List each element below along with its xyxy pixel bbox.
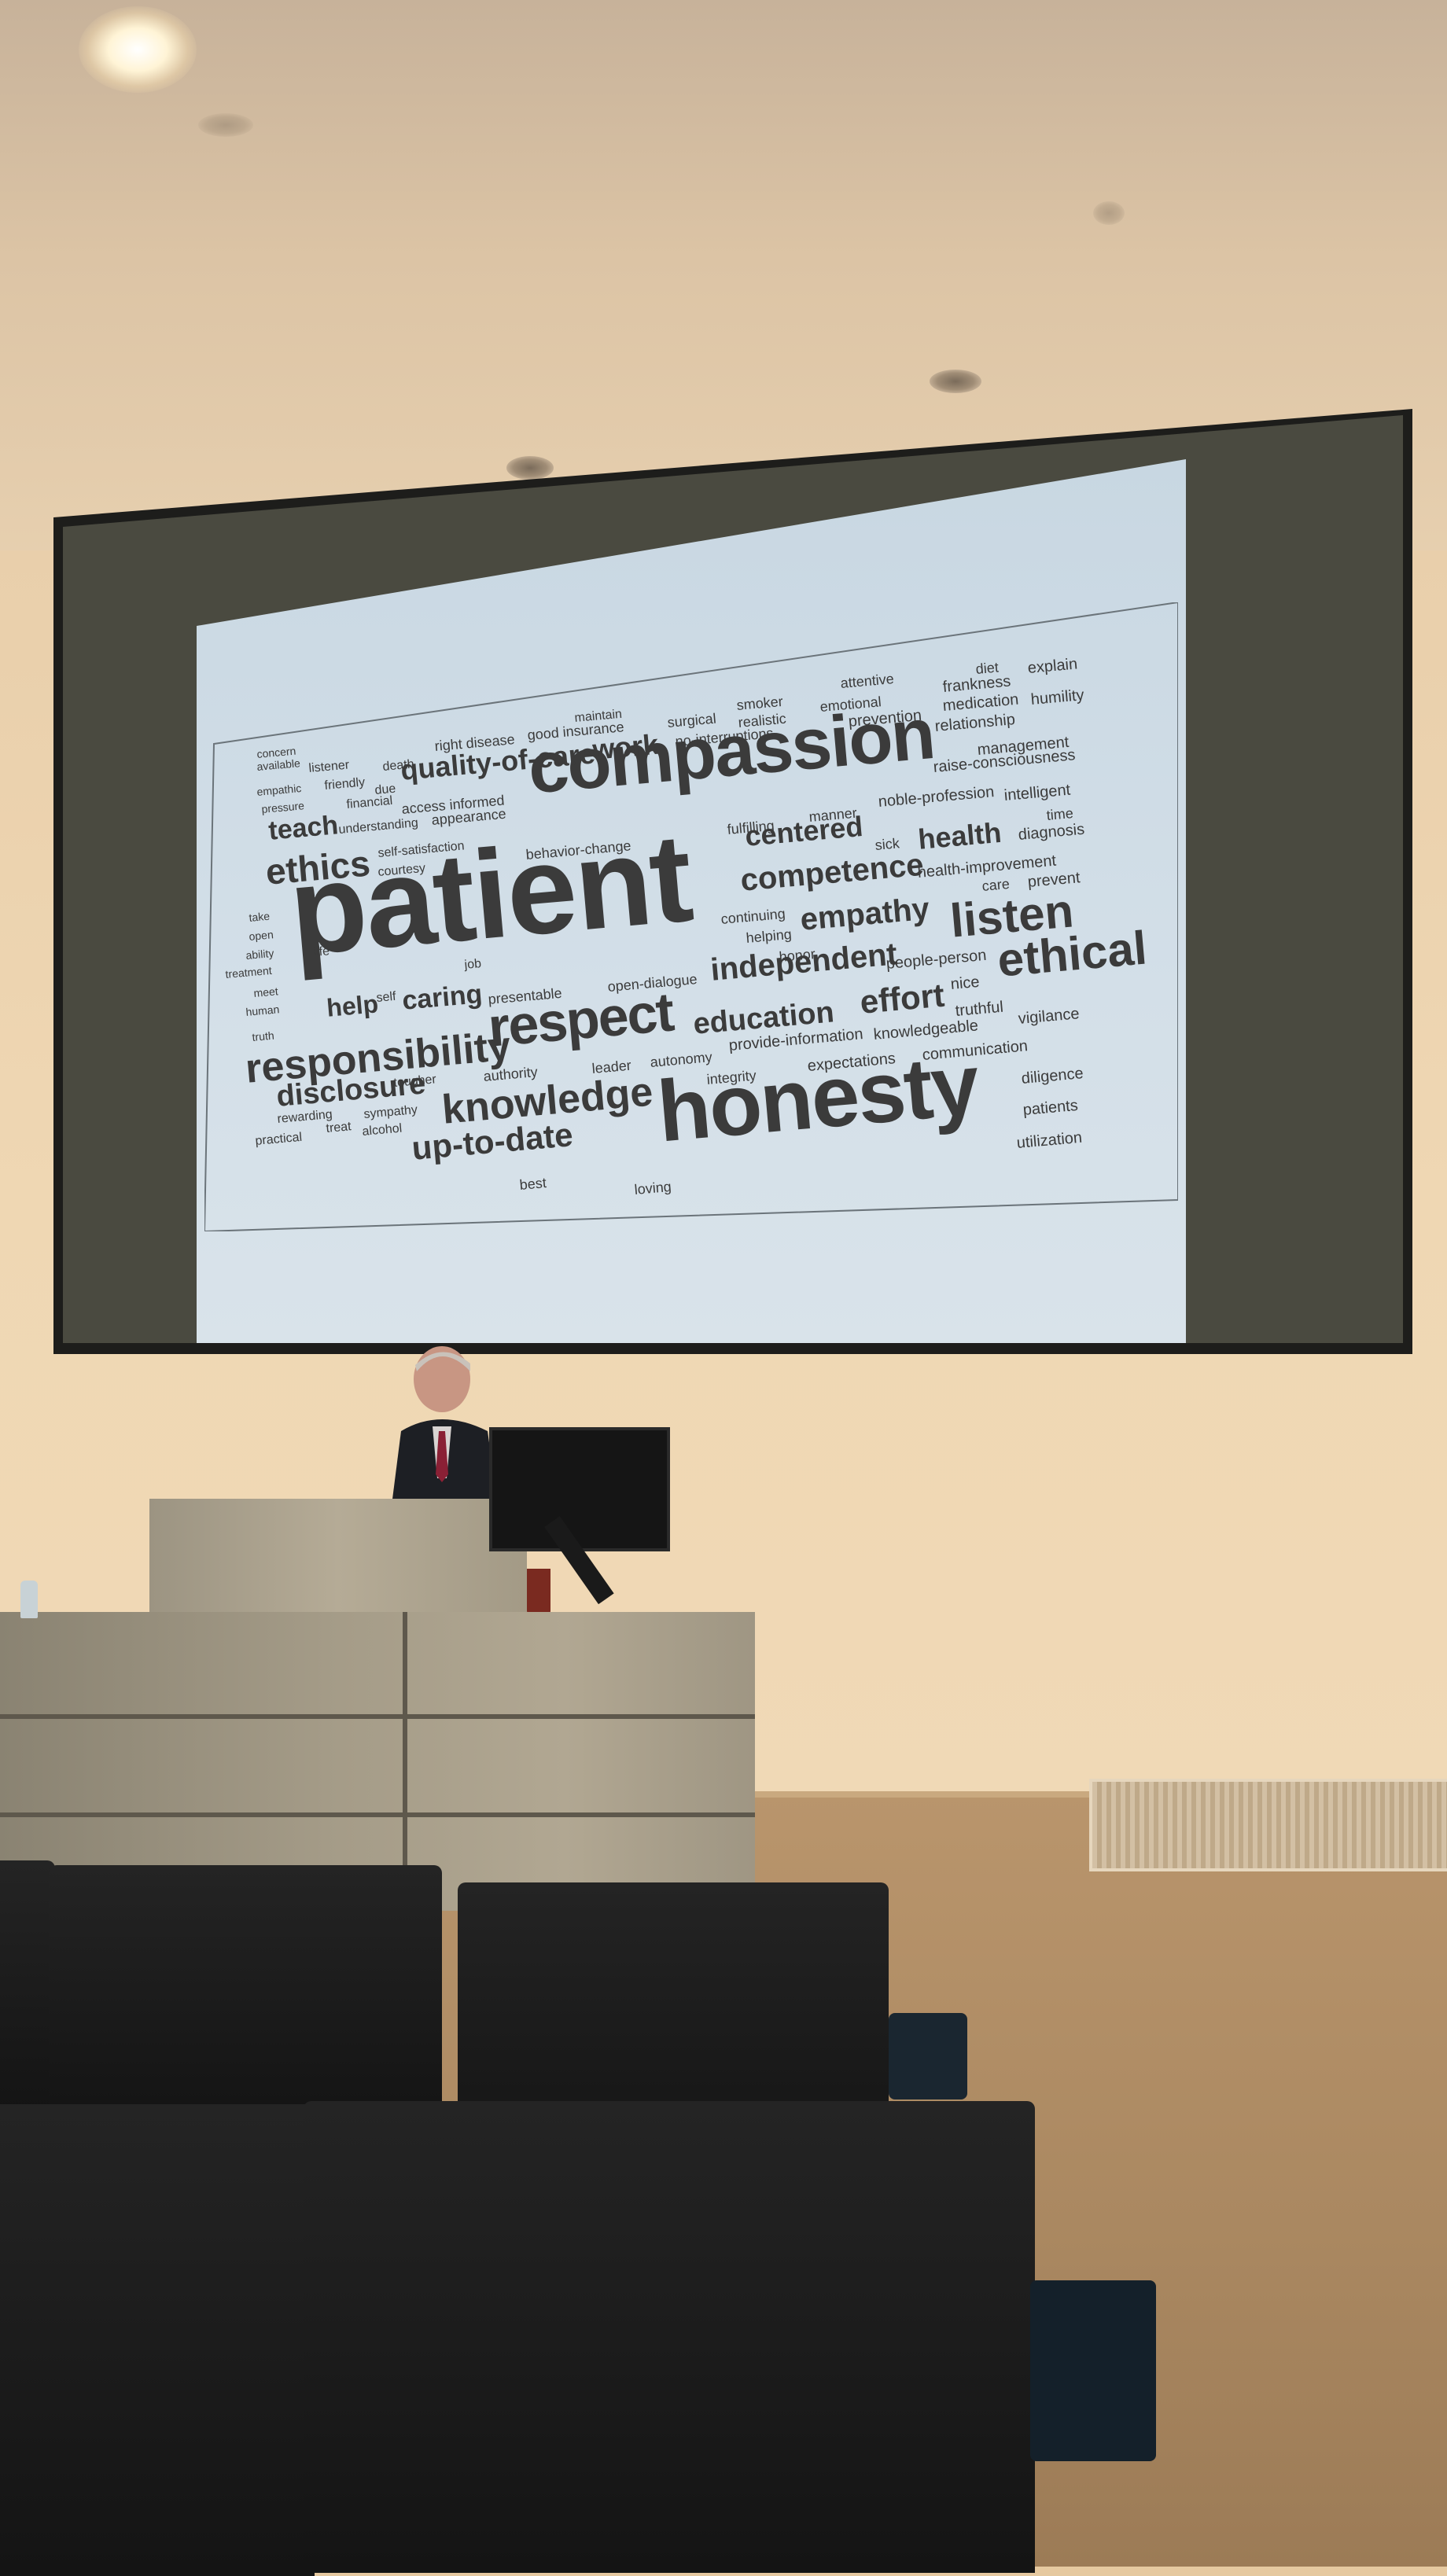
ceiling-downlight [506,456,554,480]
wall-vent [1089,1779,1447,1871]
projected-slide [197,459,1186,1343]
speaker-tie [436,1431,448,1482]
ceiling-light [79,6,197,93]
word-cloud-border [204,602,1178,1231]
auditorium-seat [0,2104,315,2576]
auditorium-seat [0,1860,55,2112]
lectern-seam [0,1812,755,1817]
speaker-head [414,1346,470,1412]
speaker [390,1346,499,1518]
auditorium-seat [304,2101,1035,2573]
lectern-monitor [489,1427,670,1551]
lectern-upper [149,1499,527,1628]
speaker-hair [415,1352,470,1371]
coffee-cup [527,1569,550,1614]
seat-armrest [889,2013,967,2099]
ceiling-downlight [930,370,981,393]
ceiling-downlight [198,113,253,137]
seat-armrest [1030,2280,1156,2461]
lectern-desk [0,1612,755,1911]
lectern-seam [403,1612,407,1911]
ceiling-downlight [1093,201,1125,225]
auditorium-seat [49,1865,442,2117]
word-cloud [204,602,1178,1231]
water-bottle [20,1581,38,1618]
lectern-seam [0,1714,755,1719]
